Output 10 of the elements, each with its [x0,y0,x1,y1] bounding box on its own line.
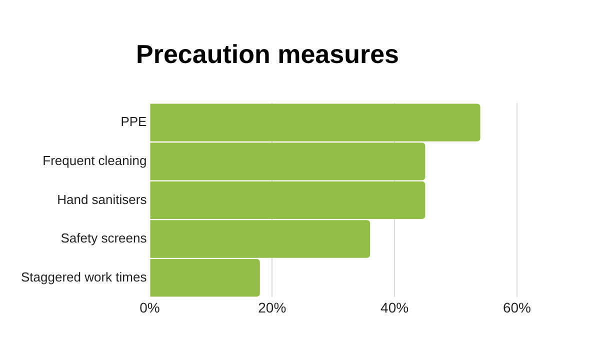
x-tick-label: 20% [258,299,286,316]
y-tick-label: Safety screens [60,230,148,246]
x-tick-label: 60% [502,299,532,316]
y-tick-label: Hand sanitisers [57,192,148,207]
x-tick-label: 40% [380,299,409,316]
chart-title: Precaution measures [136,38,400,69]
y-tick-label: Frequent cleaning [42,152,147,168]
y-tick-label: PPE [120,114,148,130]
x-tick-label: 0% [140,299,160,316]
y-tick-label: Staggered work times [20,269,148,284]
